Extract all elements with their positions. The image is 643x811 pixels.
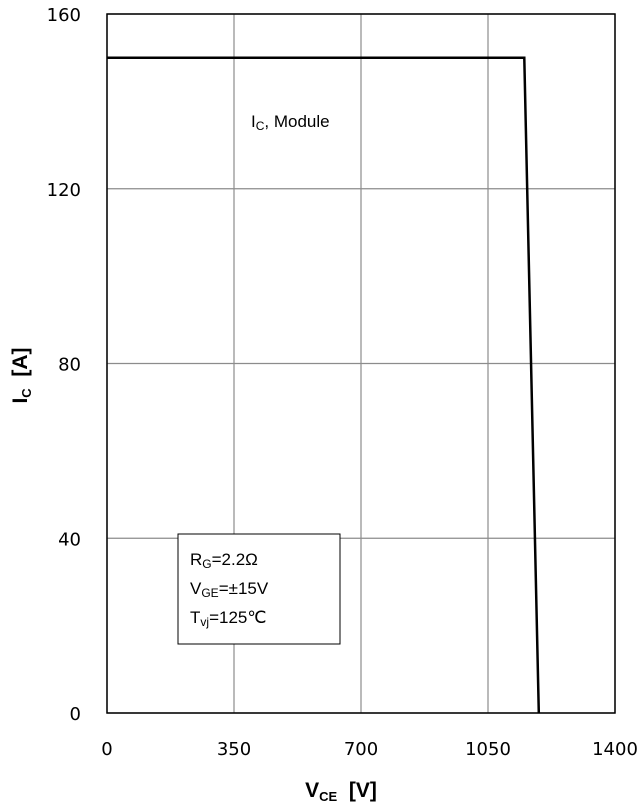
x-tick-label: 1050 (465, 739, 511, 760)
parameter-line: VGE=±15V (190, 579, 269, 600)
y-tick-label: 80 (58, 355, 81, 376)
y-tick-label: 160 (47, 5, 81, 26)
plot-frame (106, 13, 616, 714)
x-tick-label: 700 (344, 739, 378, 760)
x-axis-title: VCE [V] (305, 779, 377, 804)
parameter-line: RG=2.2Ω (190, 550, 258, 571)
x-tick-label: 0 (101, 739, 112, 760)
x-tick-label: 350 (217, 739, 251, 760)
y-tick-label: 120 (47, 180, 81, 201)
series-layer (107, 56, 541, 714)
parameter-line: Tvj=125℃ (190, 608, 266, 629)
x-tick-label: 1400 (592, 739, 638, 760)
parameter-box-frame (177, 533, 341, 645)
y-tick-label: 40 (58, 529, 81, 550)
x-tick-labels: 0 350 700 1050 1400 (101, 739, 638, 760)
parameter-box: RG=2.2Ω VGE=±15V Tvj=125℃ (177, 533, 341, 645)
series-line (107, 56, 541, 714)
y-tick-labels: 0 40 80 120 160 (47, 5, 81, 725)
curve-label: IC, Module (251, 112, 330, 133)
y-axis-title: IC [A] (9, 347, 34, 403)
parameter-lines: RG=2.2Ω VGE=±15V Tvj=125℃ (190, 550, 269, 629)
y-tick-label: 0 (70, 704, 81, 725)
